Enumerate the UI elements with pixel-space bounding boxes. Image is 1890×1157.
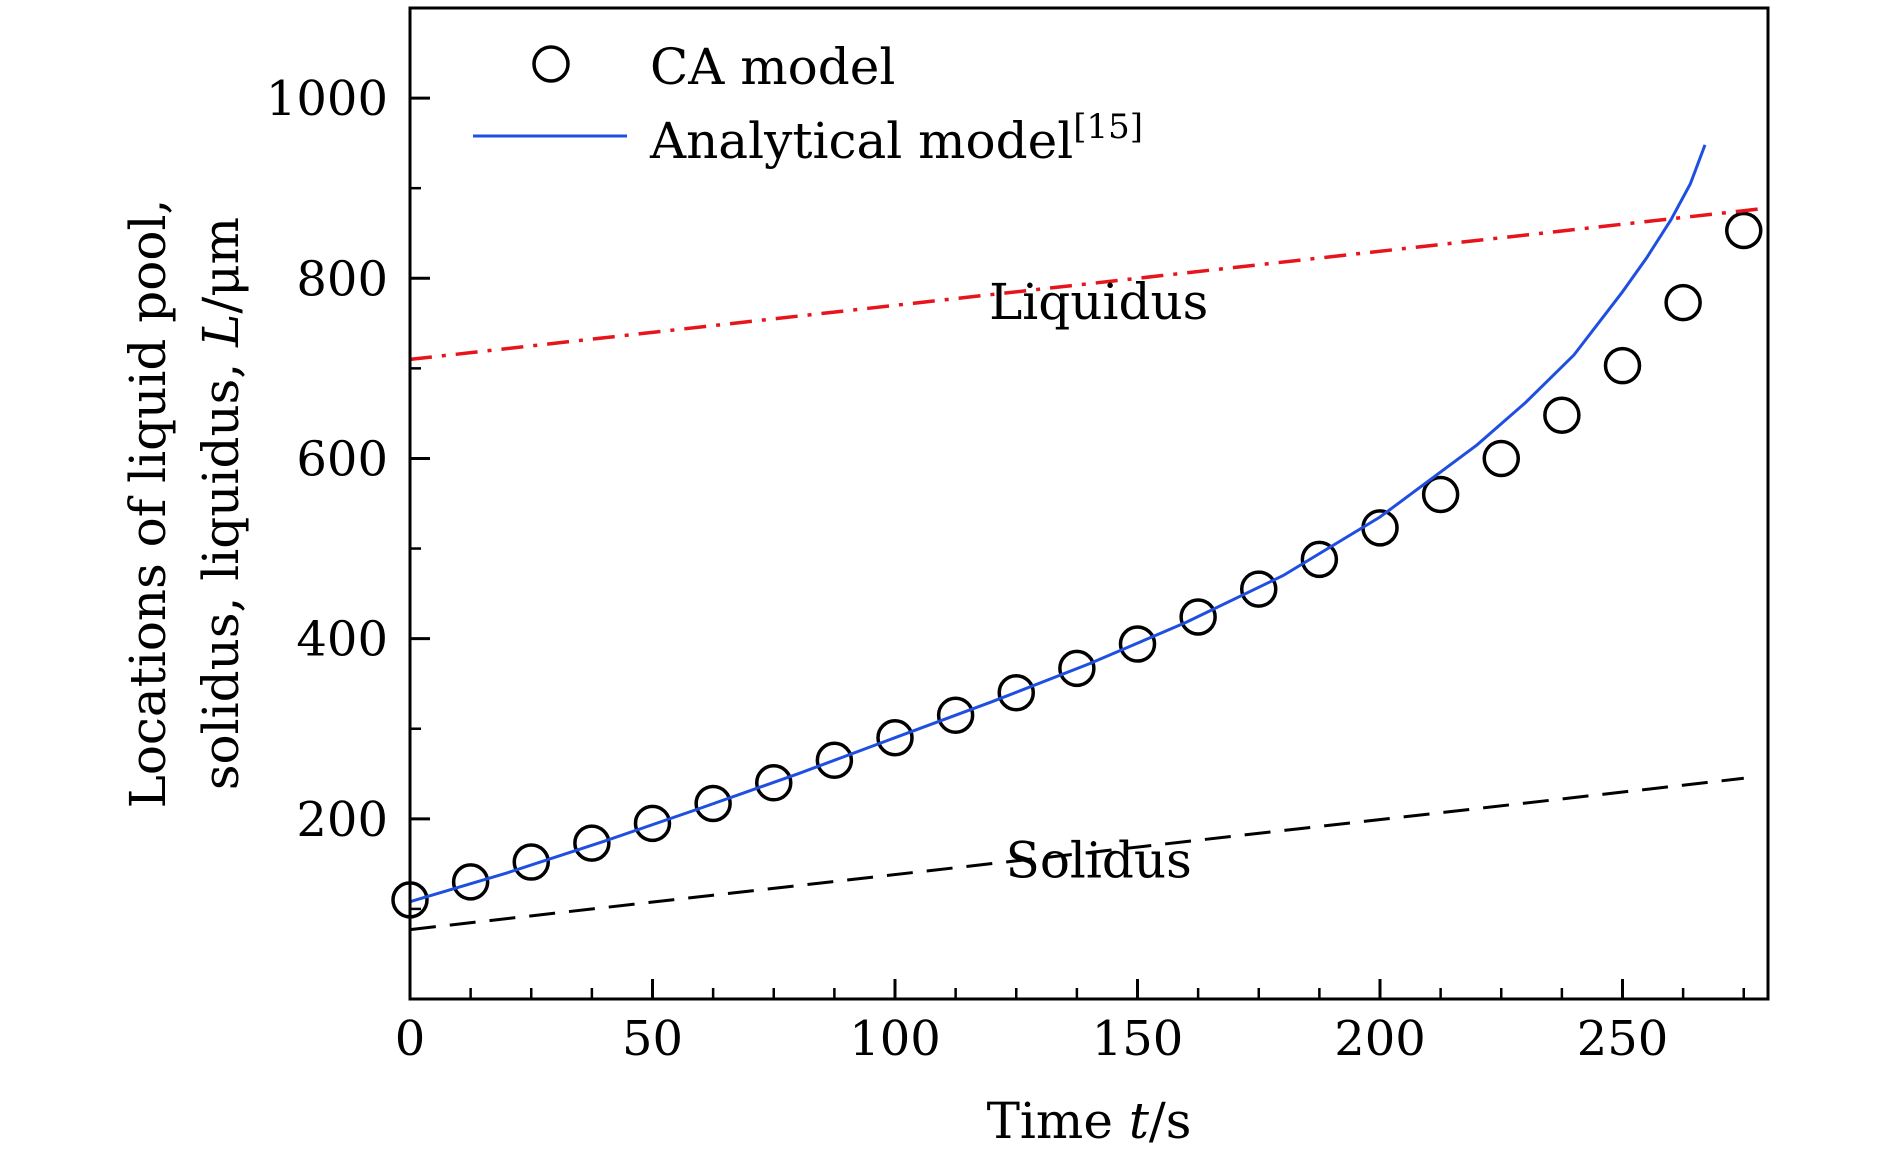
data-point-ca-model — [755, 764, 793, 802]
legend-label-analytical-model-text: Analytical model — [649, 112, 1073, 170]
y-axis-title-line2-unit: /μm — [192, 217, 250, 314]
data-point-ca-model — [1058, 649, 1096, 688]
data-point-ca-model — [1118, 625, 1157, 663]
plot-frame — [408, 6, 1770, 1001]
x-axis-title-var: t — [1129, 1092, 1150, 1150]
data-point-ca-model — [1300, 540, 1339, 579]
x-axis-title: Time t/s — [987, 1092, 1192, 1150]
data-point-ca-model — [936, 696, 975, 734]
y-tick-label: 400 — [296, 612, 388, 668]
data-point-ca-model — [1664, 283, 1702, 322]
y-axis-title: Locations of liquid pool, solidus, liqui… — [119, 199, 250, 809]
data-point-ca-model — [1240, 570, 1278, 608]
data-point-ca-model — [694, 784, 732, 823]
legend-label-superscript: [15] — [1073, 107, 1143, 147]
x-tick-label: 0 — [395, 1011, 426, 1067]
y-axis-title-line1: Locations of liquid pool, — [119, 199, 177, 809]
series-line-analytical-model — [409, 144, 1707, 904]
data-point-ca-model — [1543, 396, 1581, 434]
ticks-layer — [408, 96, 1745, 999]
data-point-ca-model — [512, 843, 550, 881]
x-tick-label: 250 — [1577, 1011, 1669, 1067]
data-point-ca-model — [633, 804, 672, 843]
y-tick-label: 800 — [296, 251, 388, 307]
y-axis-title-line2-var: L — [192, 314, 250, 348]
data-point-ca-model — [451, 863, 490, 901]
x-tick-label: 100 — [849, 1011, 941, 1067]
y-tick-label: 1000 — [266, 71, 388, 127]
y-tick-label: 200 — [296, 792, 388, 848]
data-point-ca-model — [1725, 211, 1763, 250]
x-axis-title-unit: /s — [1149, 1092, 1192, 1150]
legend-label-ca-model: CA model — [650, 38, 895, 96]
y-axis-title-line2-prefix: solidus, liquidus, — [192, 347, 250, 790]
data-point-ca-model — [1421, 475, 1460, 514]
data-point-ca-model — [1482, 439, 1520, 478]
data-point-ca-model — [1603, 346, 1642, 385]
data-point-ca-model — [876, 718, 914, 757]
x-tick-label: 200 — [1334, 1011, 1426, 1067]
x-tick-label: 50 — [622, 1011, 683, 1067]
legend-marker-ca-model — [532, 45, 570, 83]
series-line-liquidus — [409, 206, 1769, 362]
data-point-ca-model — [815, 741, 854, 780]
y-tick-label: 600 — [296, 431, 388, 487]
tick-labels: 0 50 100 150 200 250 200 400 600 800 1000 — [266, 71, 1668, 1067]
data-point-ca-model — [573, 824, 611, 862]
y-axis-title-line2: solidus, liquidus, L/μm — [192, 217, 250, 790]
legend-label-analytical-model: Analytical model[15] — [649, 107, 1143, 170]
series-layer — [391, 144, 1769, 932]
legend: CA model Analytical model[15] — [473, 38, 1143, 170]
series-line-solidus — [409, 776, 1744, 932]
x-tick-label: 150 — [1092, 1011, 1184, 1067]
annotation-solidus: Solidus — [1006, 831, 1192, 889]
annotation-liquidus: Liquidus — [989, 273, 1208, 331]
x-axis-title-prefix: Time — [987, 1092, 1129, 1150]
data-point-ca-model — [1179, 598, 1217, 636]
data-point-ca-model — [997, 673, 1035, 712]
